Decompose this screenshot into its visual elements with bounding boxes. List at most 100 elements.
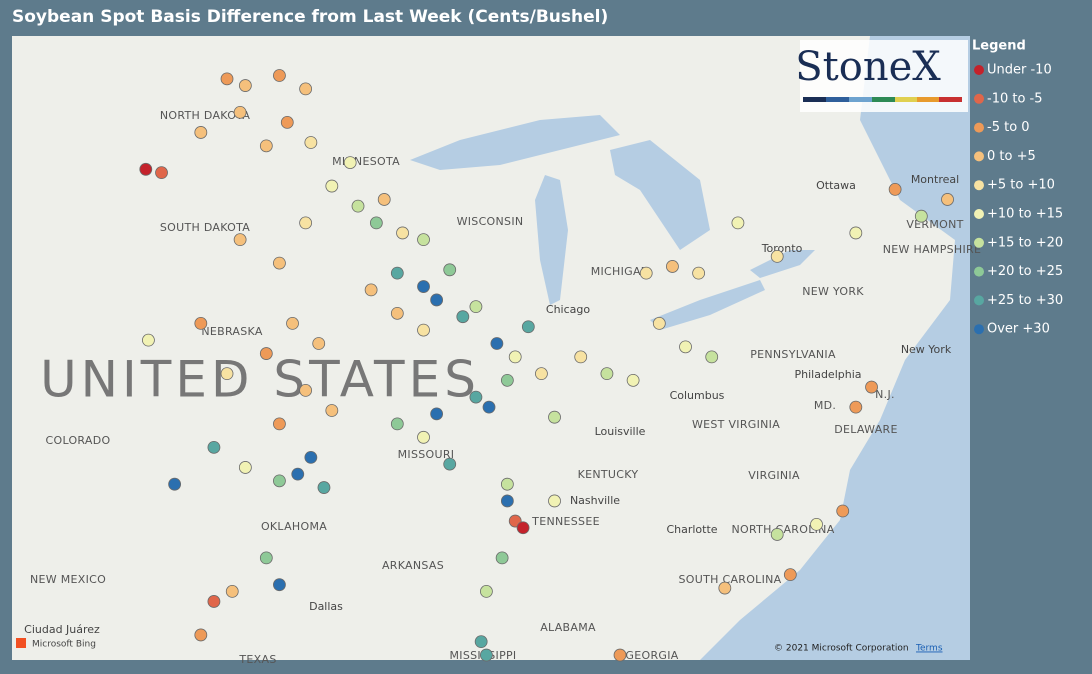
basis-point bbox=[456, 310, 470, 324]
legend-label: -5 to 0 bbox=[987, 120, 1030, 135]
basis-point bbox=[304, 136, 318, 149]
basis-point bbox=[273, 69, 286, 82]
basis-point bbox=[417, 430, 430, 444]
basis-point bbox=[142, 333, 155, 347]
basis-point bbox=[325, 404, 339, 417]
legend-label: +10 to +15 bbox=[987, 207, 1063, 222]
state-label: ALABAMA bbox=[540, 621, 596, 634]
city-label: New York bbox=[901, 343, 952, 356]
legend-title: Legend bbox=[972, 39, 1026, 54]
basis-point bbox=[548, 410, 561, 424]
state-label: MICHIGAN bbox=[591, 265, 650, 278]
basis-point bbox=[280, 116, 294, 129]
legend-swatch bbox=[974, 209, 984, 219]
basis-point bbox=[500, 494, 514, 508]
state-label: DELAWARE bbox=[834, 423, 898, 436]
basis-point bbox=[479, 585, 493, 598]
basis-point bbox=[521, 320, 535, 334]
basis-point bbox=[479, 648, 493, 662]
basis-point bbox=[273, 417, 286, 431]
state-label: TEXAS bbox=[238, 653, 276, 666]
basis-point bbox=[233, 233, 247, 247]
basis-point bbox=[273, 578, 286, 592]
basis-point bbox=[220, 367, 234, 381]
logo: StoneX bbox=[795, 44, 941, 90]
basis-point bbox=[155, 166, 168, 180]
state-label: NORTH DAKOTA bbox=[160, 109, 250, 122]
legend-label: +20 to +25 bbox=[987, 264, 1063, 279]
points bbox=[139, 69, 954, 662]
legend-swatch bbox=[974, 93, 984, 104]
basis-point bbox=[299, 383, 313, 397]
state-label: TENNESSEE bbox=[531, 515, 600, 528]
state-label: PENNSYLVANIA bbox=[750, 348, 836, 361]
basis-point bbox=[941, 193, 954, 206]
basis-point bbox=[304, 450, 318, 464]
basis-point bbox=[516, 521, 530, 535]
basis-point bbox=[849, 400, 863, 414]
basis-point bbox=[317, 481, 331, 494]
city-label: Dallas bbox=[309, 600, 343, 613]
legend-swatch bbox=[974, 237, 984, 248]
state-label: ARKANSAS bbox=[382, 559, 444, 572]
state-label: N.J. bbox=[875, 388, 895, 401]
basis-point bbox=[474, 635, 488, 649]
legend-label: +5 to +10 bbox=[987, 178, 1055, 193]
basis-point bbox=[430, 293, 444, 307]
city-label: Toronto bbox=[761, 242, 803, 255]
basis-point bbox=[390, 266, 404, 280]
basis-point bbox=[207, 440, 221, 454]
basis-point bbox=[810, 518, 823, 531]
basis-point bbox=[430, 407, 444, 421]
city-label: Columbus bbox=[670, 389, 725, 402]
basis-point bbox=[500, 477, 514, 491]
basis-point bbox=[194, 126, 208, 139]
city-label: Nashville bbox=[570, 494, 620, 507]
basis-point bbox=[666, 260, 679, 273]
title: Soybean Spot Basis Difference from Last … bbox=[12, 7, 608, 27]
basis-point bbox=[731, 216, 745, 230]
basis-point bbox=[369, 216, 383, 230]
state-label: NEW MEXICO bbox=[30, 573, 106, 586]
lake-michigan bbox=[535, 175, 568, 305]
basis-point bbox=[914, 209, 928, 223]
basis-point bbox=[417, 280, 430, 293]
basis-point bbox=[417, 233, 430, 247]
basis-point bbox=[443, 457, 457, 471]
legend-label: Over +30 bbox=[987, 322, 1050, 337]
basis-point bbox=[220, 72, 234, 86]
basis-point bbox=[639, 266, 653, 280]
basis-point bbox=[194, 316, 208, 330]
basis-point bbox=[299, 216, 313, 230]
basis-point bbox=[865, 380, 878, 394]
legend-label: Under -10 bbox=[987, 63, 1052, 78]
basis-point bbox=[273, 256, 286, 270]
map bbox=[12, 36, 970, 660]
basis-point bbox=[238, 79, 252, 92]
basis-point bbox=[225, 585, 239, 598]
basis-point bbox=[443, 263, 457, 277]
state-label: MISSOURI bbox=[398, 448, 455, 461]
state-label: COLORADO bbox=[46, 434, 111, 447]
terms-link[interactable]: Terms bbox=[915, 644, 943, 654]
basis-point bbox=[312, 337, 326, 350]
basis-point bbox=[259, 551, 273, 565]
state-label: MINNESOTA bbox=[332, 155, 400, 168]
city-label: Chicago bbox=[546, 303, 590, 316]
basis-point bbox=[490, 337, 504, 350]
state-label: GEORGIA bbox=[625, 649, 678, 662]
basis-point bbox=[500, 373, 514, 387]
legend-label: -10 to -5 bbox=[987, 91, 1043, 106]
state-label: NEW HAMPSHIRE bbox=[883, 243, 981, 256]
logo-stripe bbox=[803, 97, 962, 102]
legend-label: +15 to +20 bbox=[987, 235, 1063, 250]
basis-point bbox=[469, 300, 483, 314]
legend-swatch bbox=[974, 151, 984, 162]
state-label: VIRGINIA bbox=[748, 469, 800, 482]
bing-icon bbox=[16, 638, 26, 648]
bing-attribution: Microsoft Bing bbox=[32, 640, 96, 650]
basis-point bbox=[343, 156, 357, 170]
city-label: Montreal bbox=[911, 173, 959, 186]
